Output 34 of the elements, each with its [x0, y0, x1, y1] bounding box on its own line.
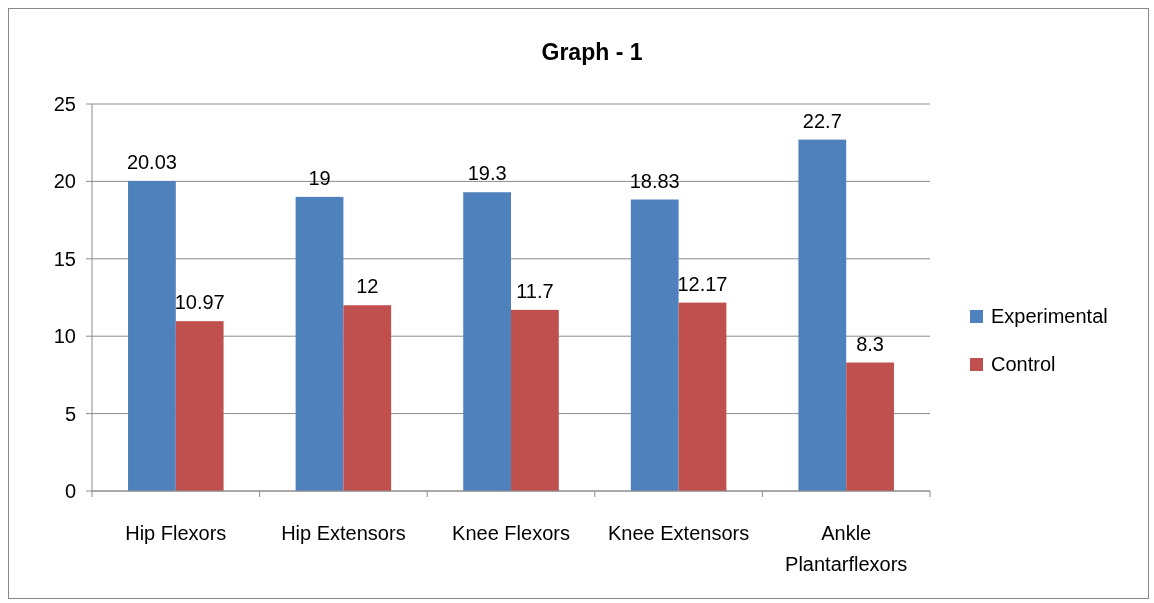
data-label: 11.7 — [516, 279, 554, 302]
y-tick-label: 5 — [64, 402, 76, 425]
bar — [175, 321, 224, 491]
bar — [463, 192, 511, 491]
bar — [846, 362, 894, 491]
data-label: 19.3 — [467, 162, 507, 185]
x-tick-label: Knee Flexors — [452, 522, 570, 544]
data-label: 12 — [356, 275, 379, 298]
bar — [630, 199, 679, 491]
bar — [678, 302, 727, 491]
bar — [295, 196, 344, 491]
x-tick-label: Hip Extensors — [281, 522, 406, 544]
data-label: 10.97 — [174, 291, 225, 314]
y-tick-label: 25 — [53, 93, 76, 115]
data-label: 20.03 — [126, 150, 177, 173]
x-tick-label: Knee Extensors — [608, 522, 750, 544]
y-tick-label: 20 — [53, 170, 76, 193]
bar — [798, 139, 847, 491]
bar — [128, 180, 176, 491]
data-label: 8.3 — [856, 332, 884, 355]
x-tick-label: Ankle Plantarflexors — [785, 522, 908, 575]
x-tick-label: Hip Flexors — [125, 522, 227, 544]
data-label: 12.17 — [677, 272, 728, 295]
chart-title: Graph - 1 — [541, 39, 643, 65]
legend-label: Experimental — [991, 305, 1108, 327]
y-tick-label: 15 — [53, 247, 76, 270]
bar — [343, 305, 392, 491]
data-label: 22.7 — [802, 109, 842, 132]
data-label: 18.83 — [629, 169, 680, 192]
data-label: 19 — [308, 166, 331, 189]
legend-label: Control — [991, 353, 1056, 375]
y-tick-label: 10 — [53, 325, 76, 348]
bar — [511, 309, 559, 491]
y-tick-label: 0 — [64, 480, 76, 502]
